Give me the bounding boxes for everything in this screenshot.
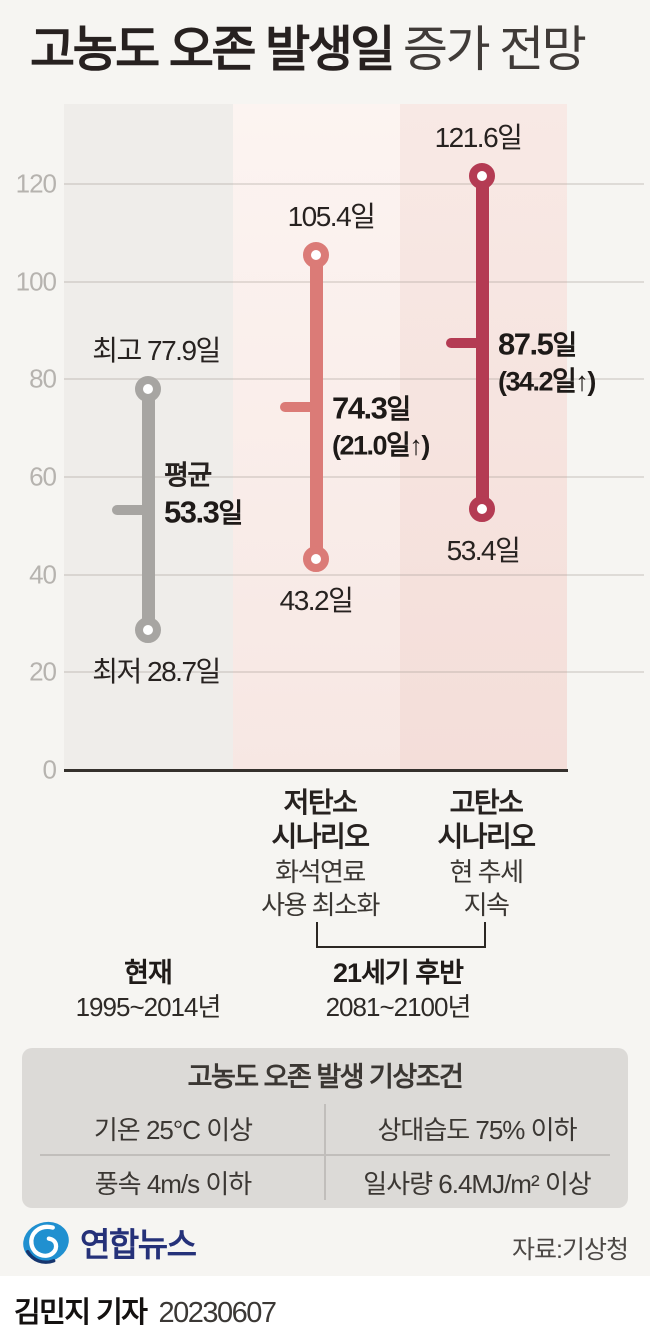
range-bar-1 — [309, 255, 323, 559]
page-title-bold: 고농도 오존 발생일 — [30, 23, 395, 77]
avg-delta-2: (34.2일↑) — [498, 366, 596, 397]
x-axis-baseline — [64, 768, 568, 772]
y-axis-tick-0: 0 — [42, 754, 58, 785]
gridline-100 — [64, 280, 644, 283]
avg-marker-2 — [446, 337, 484, 348]
min-dot-1 — [303, 545, 329, 572]
condition-humidity: 상대습도 75% 이하 — [377, 1114, 577, 1145]
publish-date: 20230607 — [158, 1297, 277, 1329]
max-dot-2 — [469, 162, 495, 189]
gridline-60 — [64, 475, 644, 478]
yonhap-brand: 연합뉴스 — [20, 1216, 197, 1268]
y-axis-tick-80: 80 — [29, 363, 57, 394]
conditions-table-horizontal-divider — [40, 1154, 610, 1156]
data-source: 자료:기상청 — [512, 1236, 629, 1264]
avg-delta-1: (21.0일↑) — [332, 430, 430, 461]
period-future-range: 2081~2100년 — [325, 992, 472, 1022]
min-label-2: 53.4일 — [446, 535, 521, 567]
y-axis-tick-100: 100 — [15, 266, 57, 296]
scenario-label-2: 고탄소 시나리오 현 추세 지속 — [437, 787, 536, 920]
min-label-1: 43.2일 — [279, 584, 354, 616]
avg-marker-1 — [280, 402, 318, 413]
period-future-name: 21세기 후반 — [333, 958, 464, 988]
condition-temperature: 기온 25°C 이상 — [93, 1114, 253, 1145]
min-label-0: 최저 28.7일 — [92, 655, 221, 687]
gridline-80 — [64, 378, 644, 381]
max-label-1: 105.4일 — [287, 201, 376, 233]
period-current-range: 1995~2014년 — [75, 992, 222, 1022]
byline-strip: 김민지 기자 20230607 — [0, 1276, 650, 1336]
reporter-name: 김민지 기자 — [14, 1297, 148, 1329]
byline: 김민지 기자 20230607 — [14, 1289, 277, 1331]
range-bar-2 — [475, 175, 489, 510]
gridline-40 — [64, 573, 644, 576]
future-group-bracket — [316, 922, 486, 948]
page-title-light: 증가 전망 — [402, 23, 587, 77]
scenario-label-1: 저탄소 시나리오 화석연료 사용 최소화 — [261, 787, 380, 920]
page-title: 고농도 오존 발생일 증가 전망 — [30, 20, 587, 80]
gridline-20 — [64, 671, 644, 674]
y-axis-tick-60: 60 — [29, 461, 57, 492]
period-current-name: 현재 — [124, 958, 173, 988]
conditions-table: 고농도 오존 발생 기상조건 기온 25°C 이상 상대습도 75% 이하 풍속… — [22, 1048, 628, 1208]
conditions-table-vertical-divider — [324, 1104, 326, 1200]
avg-marker-0 — [112, 504, 150, 515]
y-axis-tick-40: 40 — [29, 559, 57, 590]
y-axis-tick-120: 120 — [15, 168, 57, 199]
condition-wind: 풍속 4m/s 이하 — [94, 1168, 252, 1199]
avg-value-1: 74.3일 — [332, 390, 411, 426]
conditions-table-title: 고농도 오존 발생 기상조건 — [187, 1062, 464, 1092]
period-current: 현재 1995~2014년 — [75, 956, 222, 1024]
period-future: 21세기 후반 2081~2100년 — [325, 956, 472, 1024]
avg-value-2: 87.5일 — [498, 326, 577, 362]
min-dot-0 — [135, 616, 161, 643]
max-label-2: 121.6일 — [434, 121, 523, 153]
gridline-120 — [64, 182, 644, 185]
min-dot-2 — [469, 496, 495, 523]
brand-wordmark: 연합뉴스 — [80, 1226, 197, 1263]
max-dot-1 — [303, 242, 329, 269]
yonhap-logo-icon — [23, 1221, 69, 1264]
y-axis-tick-20: 20 — [29, 656, 57, 687]
avg-title-0: 평균 — [164, 460, 212, 491]
max-label-0: 최고 77.9일 — [92, 335, 221, 367]
condition-solar-radiation: 일사량 6.4MJ/m² 이상 — [363, 1168, 591, 1199]
avg-value-0: 53.3일 — [164, 494, 243, 530]
max-dot-0 — [135, 376, 161, 403]
range-bar-0 — [141, 389, 155, 630]
